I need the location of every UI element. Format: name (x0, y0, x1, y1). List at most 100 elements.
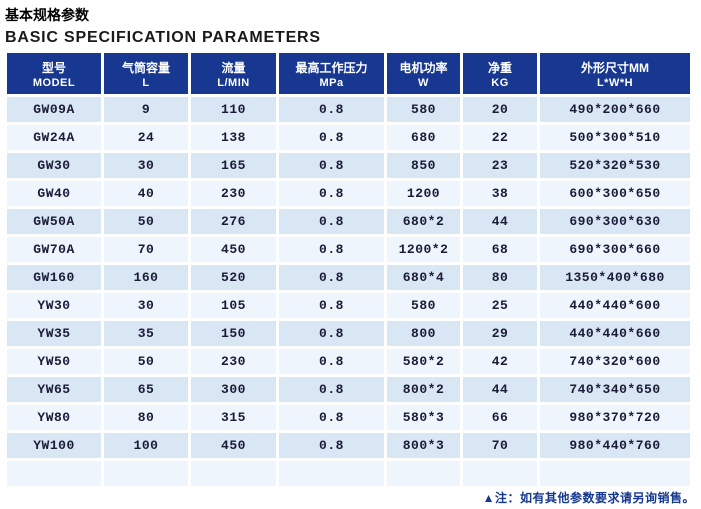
model-cell: YW65 (7, 377, 101, 402)
value-cell: 40 (104, 181, 188, 206)
column-header-l-w-h: 外形尺寸MM L*W*H (540, 53, 690, 94)
value-cell: 850 (387, 153, 460, 178)
value-cell: 25 (463, 293, 537, 318)
page-title-english: BASIC SPECIFICATION PARAMETERS (5, 29, 321, 46)
table-row: YW100 100 450 0.8 800*3 70 980*440*760 (7, 433, 690, 458)
value-cell: 0.8 (279, 237, 384, 262)
specification-table: 型号 MODEL 气筒容量 L 流量 L/MIN 最高工作压力 MPa 电机功率 W 净重 KG 外形尺… (4, 50, 693, 489)
value-cell: 0.8 (279, 405, 384, 430)
value-cell (191, 461, 276, 486)
value-cell: 0.8 (279, 209, 384, 234)
value-cell: 30 (104, 153, 188, 178)
value-cell (387, 461, 460, 486)
value-cell: 520*320*530 (540, 153, 690, 178)
table-row: YW80 80 315 0.8 580*3 66 980*370*720 (7, 405, 690, 430)
value-cell: 690*300*660 (540, 237, 690, 262)
table-header: 型号 MODEL 气筒容量 L 流量 L/MIN 最高工作压力 MPa 电机功率 W 净重 KG 外形尺… (7, 53, 690, 94)
value-cell: 70 (463, 433, 537, 458)
table-row: GW40 40 230 0.8 1200 38 600*300*650 (7, 181, 690, 206)
column-header-label-zh: 流量 (221, 60, 246, 75)
value-cell: 450 (191, 237, 276, 262)
table-body: GW09A 9 110 0.8 580 20 490*200*660 GW24A 24 138 0.… (7, 97, 690, 486)
value-cell: 9 (104, 97, 188, 122)
model-cell: YW80 (7, 405, 101, 430)
value-cell: 1200 (387, 181, 460, 206)
value-cell: 580 (387, 97, 460, 122)
value-cell: 30 (104, 293, 188, 318)
value-cell: 580 (387, 293, 460, 318)
value-cell: 38 (463, 181, 537, 206)
value-cell: 690*300*630 (540, 209, 690, 234)
value-cell (463, 461, 537, 486)
column-header-kg: 净重 KG (463, 53, 537, 94)
page-title-chinese: 基本规格参数 (5, 7, 89, 23)
value-cell: 600*300*650 (540, 181, 690, 206)
table-row: GW70A 70 450 0.8 1200*2 68 690*300*660 (7, 237, 690, 262)
value-cell: 680 (387, 125, 460, 150)
value-cell: 230 (191, 181, 276, 206)
value-cell: 1350*400*680 (540, 265, 690, 290)
model-cell (7, 461, 101, 486)
table-row: GW160 160 520 0.8 680*4 80 1350*400*680 (7, 265, 690, 290)
value-cell: 29 (463, 321, 537, 346)
value-cell: 740*320*600 (540, 349, 690, 374)
column-header-label-zh: 外形尺寸MM (581, 60, 649, 75)
table-row: GW24A 24 138 0.8 680 22 500*300*510 (7, 125, 690, 150)
column-header-label-en: L/MIN (217, 76, 250, 89)
value-cell: 44 (463, 377, 537, 402)
value-cell: 300 (191, 377, 276, 402)
column-header-mpa: 最高工作压力 MPa (279, 53, 384, 94)
value-cell: 276 (191, 209, 276, 234)
column-header-model: 型号 MODEL (7, 53, 101, 94)
model-cell: YW50 (7, 349, 101, 374)
column-header-label-zh: 电机功率 (399, 60, 448, 75)
model-cell: GW30 (7, 153, 101, 178)
value-cell: 500*300*510 (540, 125, 690, 150)
value-cell: 160 (104, 265, 188, 290)
value-cell (104, 461, 188, 486)
value-cell: 315 (191, 405, 276, 430)
value-cell: 980*370*720 (540, 405, 690, 430)
table-row: GW30 30 165 0.8 850 23 520*320*530 (7, 153, 690, 178)
table-header-row: 型号 MODEL 气筒容量 L 流量 L/MIN 最高工作压力 MPa 电机功率 W 净重 KG 外形尺… (7, 53, 690, 94)
value-cell: 24 (104, 125, 188, 150)
value-cell: 35 (104, 321, 188, 346)
value-cell: 0.8 (279, 377, 384, 402)
column-header-label-zh: 净重 (487, 60, 512, 75)
value-cell: 66 (463, 405, 537, 430)
model-cell: YW35 (7, 321, 101, 346)
column-header-l: 气筒容量 L (104, 53, 188, 94)
model-cell: GW50A (7, 209, 101, 234)
value-cell: 110 (191, 97, 276, 122)
value-cell: 0.8 (279, 181, 384, 206)
value-cell: 0.8 (279, 433, 384, 458)
column-header-label-en: MPa (319, 76, 344, 89)
column-header-label-zh: 型号 (41, 60, 66, 75)
value-cell: 440*440*660 (540, 321, 690, 346)
value-cell: 680*2 (387, 209, 460, 234)
column-header-label-en: L (142, 76, 150, 89)
value-cell: 80 (463, 265, 537, 290)
value-cell: 580*2 (387, 349, 460, 374)
value-cell: 80 (104, 405, 188, 430)
value-cell: 42 (463, 349, 537, 374)
value-cell: 0.8 (279, 97, 384, 122)
value-cell: 150 (191, 321, 276, 346)
value-cell: 165 (191, 153, 276, 178)
model-cell: GW09A (7, 97, 101, 122)
value-cell: 800*2 (387, 377, 460, 402)
value-cell: 100 (104, 433, 188, 458)
value-cell: 1200*2 (387, 237, 460, 262)
value-cell: 105 (191, 293, 276, 318)
column-header-label-en: W (418, 76, 429, 89)
value-cell: 0.8 (279, 265, 384, 290)
value-cell: 23 (463, 153, 537, 178)
column-header-label-zh: 气筒容量 (121, 60, 170, 75)
value-cell: 680*4 (387, 265, 460, 290)
table-row (7, 461, 690, 486)
model-cell: GW70A (7, 237, 101, 262)
value-cell: 0.8 (279, 293, 384, 318)
value-cell: 800 (387, 321, 460, 346)
footnote: ▲注：如有其他参数要求请另询销售。 (482, 491, 695, 505)
value-cell: 740*340*650 (540, 377, 690, 402)
